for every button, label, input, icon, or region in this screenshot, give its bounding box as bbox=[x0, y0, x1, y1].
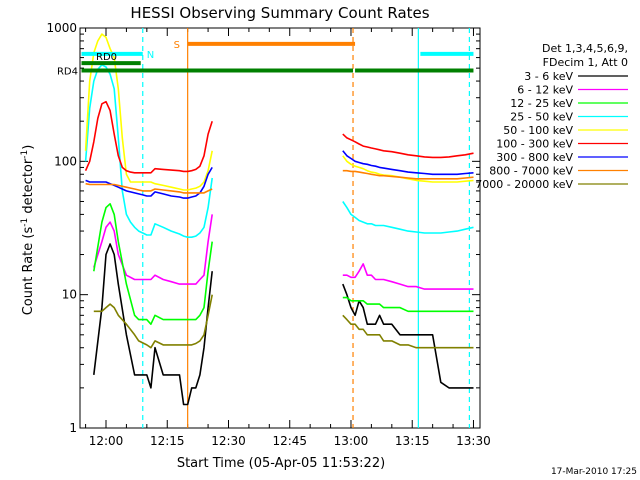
series-line-4 bbox=[84, 33, 474, 191]
legend-label: 7000 - 20000 keV bbox=[475, 178, 573, 191]
x-tick-label: 13:30 bbox=[456, 434, 491, 448]
chart-title: HESSI Observing Summary Count Rates bbox=[130, 4, 429, 22]
legend-header: FDecim 1, Att 0 bbox=[543, 56, 628, 69]
legend-label: 50 - 100 keV bbox=[503, 124, 573, 137]
y-axis-label-exponent: -1 bbox=[20, 150, 30, 159]
x-tick-label: 13:00 bbox=[334, 434, 369, 448]
series-line-2 bbox=[93, 203, 474, 325]
y-axis-label-part: Count Rate (s bbox=[21, 227, 36, 316]
y-tick-label: 100 bbox=[54, 154, 77, 168]
legend-label: 12 - 25 keV bbox=[510, 97, 573, 110]
y-tick-label: 1 bbox=[69, 421, 77, 435]
series-line-7 bbox=[85, 169, 474, 194]
date-stamp: 17-Mar-2010 17:25 bbox=[551, 467, 637, 477]
legend-label: 6 - 12 keV bbox=[517, 84, 573, 97]
plot-area: 1 10 100 1000 12:00 12:15 12:30 12:45 13:00 13:15… bbox=[46, 21, 490, 448]
y-axis-label-part: ) bbox=[21, 145, 36, 150]
x-tick-label: 12:15 bbox=[150, 434, 185, 448]
series-line-0 bbox=[93, 243, 474, 406]
flag-label: S bbox=[174, 40, 180, 51]
flag-label: RD0 bbox=[96, 52, 117, 63]
legend-label: 300 - 800 keV bbox=[496, 151, 573, 164]
y-axis-label: Count Rate (s-1 detector-1) bbox=[20, 145, 36, 316]
legend-header: Det 1,3,4,5,6,9, bbox=[542, 42, 628, 55]
plot-frame bbox=[79, 27, 481, 429]
series-line-5 bbox=[84, 100, 474, 174]
legend: Det 1,3,4,5,6,9,FDecim 1, Att 03 - 6 keV… bbox=[475, 42, 628, 191]
flag-label: RD4 bbox=[57, 67, 78, 78]
legend-label: 100 - 300 keV bbox=[496, 138, 573, 151]
x-tick-label: 12:30 bbox=[211, 434, 246, 448]
x-axis-label: Start Time (05-Apr-05 11:53:22) bbox=[177, 456, 385, 471]
y-axis-label-part: detector bbox=[21, 158, 36, 218]
y-axis-label-exponent: -1 bbox=[20, 218, 30, 227]
x-tick-label: 13:15 bbox=[395, 434, 430, 448]
series-line-3 bbox=[84, 64, 474, 238]
series-line-8 bbox=[93, 294, 474, 349]
flag-label: N bbox=[147, 50, 154, 61]
x-tick-label: 12:00 bbox=[89, 434, 124, 448]
y-tick-label: 10 bbox=[62, 288, 77, 302]
legend-label: 3 - 6 keV bbox=[524, 70, 573, 83]
series-line-6 bbox=[85, 150, 474, 199]
legend-label: 25 - 50 keV bbox=[510, 111, 573, 124]
series-line-1 bbox=[93, 214, 474, 290]
x-tick-label: 12:45 bbox=[272, 434, 307, 448]
y-tick-label: 1000 bbox=[46, 21, 77, 35]
legend-label: 800 - 7000 keV bbox=[489, 165, 573, 178]
